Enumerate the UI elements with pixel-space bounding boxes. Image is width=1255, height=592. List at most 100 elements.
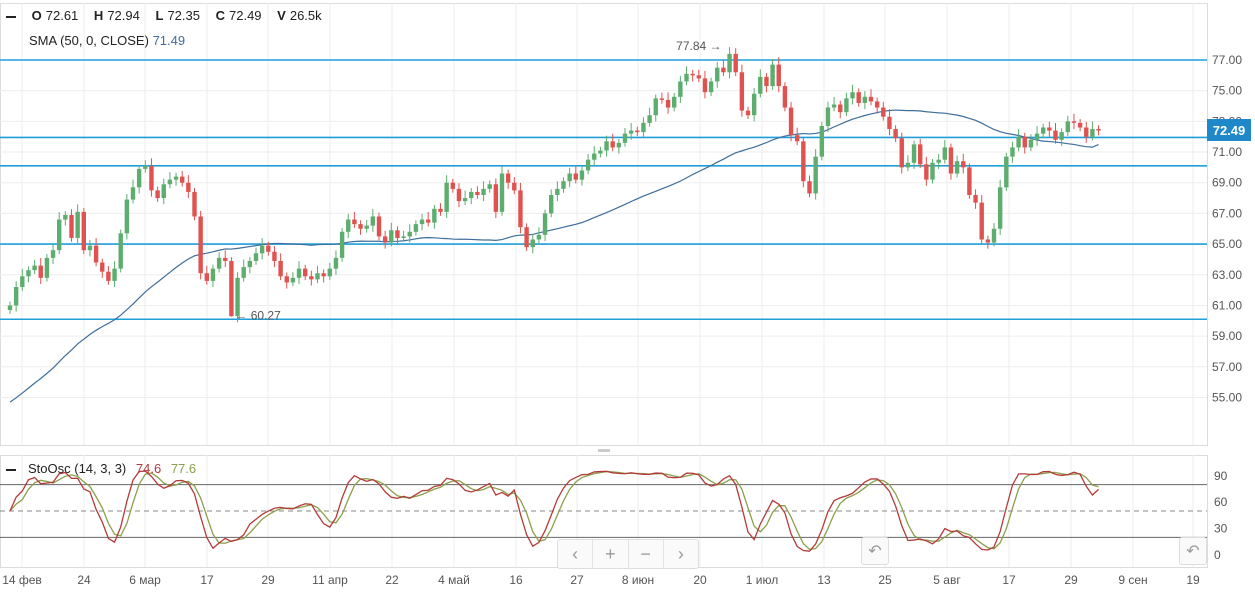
collapse-icon[interactable]: [6, 468, 16, 471]
candle-down: [745, 106, 751, 120]
price-tick-label: 71.00: [1212, 145, 1242, 159]
candle-up: [715, 61, 720, 88]
date-tick-label: 1 июл: [746, 573, 778, 587]
candle-body: [259, 245, 265, 254]
candle-up: [1004, 152, 1009, 192]
candle-down: [93, 238, 99, 267]
candle-up: [561, 177, 566, 193]
candle-down: [795, 127, 800, 146]
stoch-legend[interactable]: StoOsc (14, 3, 3) 74.6 77.6: [6, 461, 196, 476]
candle-up: [819, 122, 824, 161]
candle-body: [536, 234, 542, 240]
candle-up: [1041, 123, 1046, 138]
candle-down: [1071, 113, 1077, 130]
candle-body: [118, 233, 123, 269]
candle-up: [407, 224, 412, 243]
candle-down: [382, 230, 388, 249]
candle-body: [333, 257, 339, 269]
high-label: H: [93, 8, 104, 23]
candle-body: [210, 268, 216, 281]
candle-down: [918, 138, 923, 169]
candle-body: [727, 53, 732, 73]
candle-body: [136, 168, 142, 188]
date-tick-label: 13: [817, 573, 831, 587]
stoch-d-line: [9, 470, 1099, 551]
candle-body: [801, 141, 806, 182]
zoom-in-button[interactable]: +: [593, 540, 629, 568]
collapse-icon[interactable]: [6, 15, 16, 18]
candle-up: [770, 58, 775, 90]
candle-up: [315, 265, 320, 284]
reset-view-button[interactable]: ↶: [861, 537, 889, 565]
price-tick-label: 69.00: [1212, 176, 1242, 190]
candle-down: [948, 143, 954, 180]
candle-body: [167, 179, 173, 185]
candle-body: [721, 67, 726, 73]
candle-body: [186, 182, 191, 192]
date-tick-label: 22: [385, 573, 399, 587]
candle-down: [456, 183, 462, 208]
candle-body: [795, 135, 800, 142]
candle-down: [702, 70, 708, 99]
candle-body: [887, 116, 892, 130]
zoom-out-button[interactable]: −: [629, 540, 664, 568]
scroll-right-button[interactable]: ›: [677, 543, 684, 564]
candle-down: [887, 109, 892, 136]
candle-up: [247, 257, 253, 274]
volume-label: V: [277, 8, 286, 23]
candle-up: [432, 204, 437, 229]
candle-body: [235, 277, 240, 317]
candle-down: [635, 126, 640, 136]
candle-body: [272, 251, 277, 261]
candle-up: [216, 252, 222, 273]
stoch-k-value: 74.6: [135, 461, 162, 476]
candle-up: [647, 107, 652, 127]
scroll-left-button[interactable]: ‹: [558, 540, 594, 568]
candle-down: [1084, 121, 1089, 143]
candle-body: [370, 216, 376, 226]
candle-body: [32, 265, 37, 271]
candle-down: [395, 226, 400, 245]
candle-up: [598, 146, 603, 158]
candle-up: [481, 181, 486, 202]
candle-body: [1028, 139, 1034, 148]
candle-body: [973, 194, 978, 203]
candle-up: [844, 92, 849, 116]
grid: [0, 3, 1208, 568]
candle-body: [499, 173, 505, 212]
candle-up: [555, 181, 560, 202]
candle-down: [610, 133, 615, 152]
candle-up: [20, 268, 25, 291]
candle-up: [44, 254, 50, 282]
candle-up: [210, 264, 216, 288]
candle-up: [727, 47, 732, 79]
candle-body: [315, 273, 320, 280]
candle-body: [628, 130, 634, 134]
sma-legend[interactable]: SMA (50, 0, CLOSE) 71.49: [29, 33, 185, 48]
candle-down: [272, 246, 277, 268]
candle-up: [530, 233, 535, 254]
candle-up: [678, 75, 683, 103]
candle-down: [493, 178, 499, 219]
candle-body: [426, 219, 431, 223]
candle-body: [290, 277, 296, 283]
candle-down: [512, 177, 517, 195]
date-tick-label: 8 июн: [622, 573, 654, 587]
candle-down: [1047, 121, 1052, 137]
price-tick-label: 59.00: [1212, 329, 1242, 343]
candle-up: [130, 179, 136, 204]
candle-up: [32, 259, 37, 274]
candle-body: [155, 190, 160, 199]
candle-body: [358, 224, 363, 229]
candle-body: [462, 198, 468, 202]
candle-body: [997, 187, 1003, 229]
candle-up: [87, 239, 93, 257]
reset-scale-button[interactable]: ↶: [1179, 537, 1207, 565]
candle-down: [69, 209, 74, 242]
candle-body: [1034, 133, 1040, 140]
candle-body: [868, 96, 874, 102]
candle-body: [770, 64, 775, 87]
candle-body: [438, 208, 443, 212]
candle-up: [462, 190, 468, 205]
